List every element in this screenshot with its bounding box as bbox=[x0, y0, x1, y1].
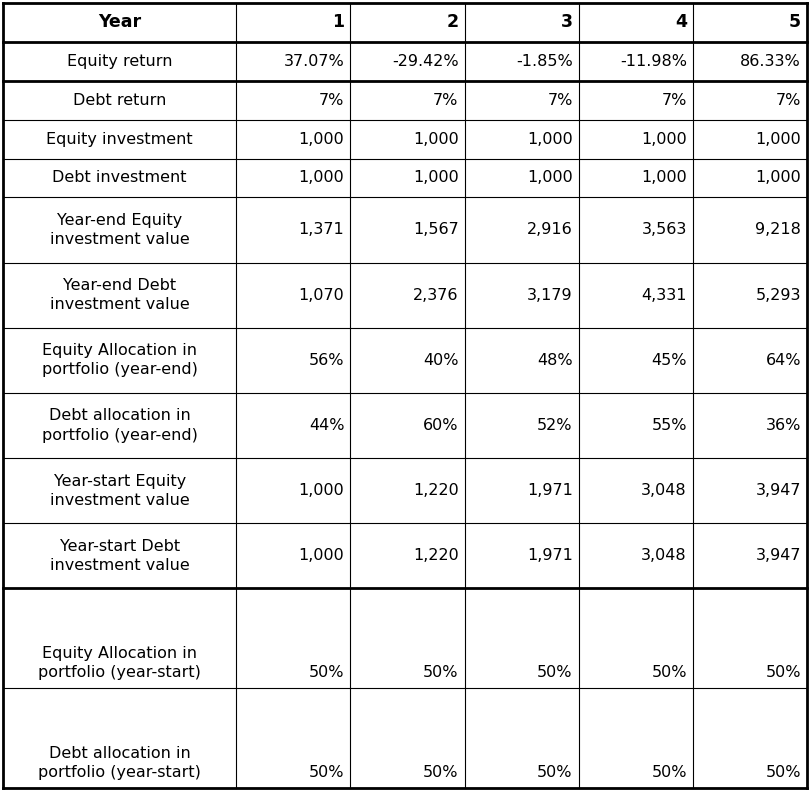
Text: -29.42%: -29.42% bbox=[392, 54, 458, 69]
Text: 1,000: 1,000 bbox=[641, 171, 687, 185]
Text: 50%: 50% bbox=[309, 765, 344, 780]
Text: 4,331: 4,331 bbox=[642, 288, 687, 303]
Text: 1,000: 1,000 bbox=[527, 131, 573, 146]
Text: 2: 2 bbox=[446, 13, 458, 32]
Text: 48%: 48% bbox=[537, 353, 573, 368]
Text: 3,947: 3,947 bbox=[756, 483, 801, 498]
Text: 5: 5 bbox=[789, 13, 801, 32]
Text: 1,000: 1,000 bbox=[299, 548, 344, 563]
Text: 1,070: 1,070 bbox=[299, 288, 344, 303]
Text: -11.98%: -11.98% bbox=[620, 54, 687, 69]
Text: 3: 3 bbox=[561, 13, 573, 32]
Text: 3,563: 3,563 bbox=[642, 222, 687, 237]
Text: 50%: 50% bbox=[765, 665, 801, 680]
Text: 3,947: 3,947 bbox=[756, 548, 801, 563]
Text: Equity Allocation in
portfolio (year-end): Equity Allocation in portfolio (year-end… bbox=[41, 343, 198, 377]
Text: Debt return: Debt return bbox=[73, 93, 166, 108]
Text: 1,371: 1,371 bbox=[299, 222, 344, 237]
Text: -1.85%: -1.85% bbox=[516, 54, 573, 69]
Text: 1,000: 1,000 bbox=[527, 171, 573, 185]
Text: Equity return: Equity return bbox=[67, 54, 173, 69]
Text: 7%: 7% bbox=[662, 93, 687, 108]
Text: 50%: 50% bbox=[651, 665, 687, 680]
Text: 1,971: 1,971 bbox=[526, 483, 573, 498]
Text: Year-start Equity
investment value: Year-start Equity investment value bbox=[49, 474, 190, 508]
Text: 1,000: 1,000 bbox=[755, 171, 801, 185]
Text: 7%: 7% bbox=[548, 93, 573, 108]
Text: 64%: 64% bbox=[765, 353, 801, 368]
Text: 44%: 44% bbox=[309, 418, 344, 433]
Text: 1,000: 1,000 bbox=[755, 131, 801, 146]
Text: 50%: 50% bbox=[537, 765, 573, 780]
Text: 7%: 7% bbox=[776, 93, 801, 108]
Text: 52%: 52% bbox=[537, 418, 573, 433]
Text: 1,567: 1,567 bbox=[413, 222, 458, 237]
Text: Year-end Equity
investment value: Year-end Equity investment value bbox=[49, 213, 190, 247]
Text: 86.33%: 86.33% bbox=[740, 54, 801, 69]
Text: 1: 1 bbox=[332, 13, 344, 32]
Text: 1,000: 1,000 bbox=[299, 171, 344, 185]
Text: 56%: 56% bbox=[309, 353, 344, 368]
Text: 50%: 50% bbox=[651, 765, 687, 780]
Text: 50%: 50% bbox=[537, 665, 573, 680]
Text: Debt investment: Debt investment bbox=[53, 171, 187, 185]
Text: Year-start Debt
investment value: Year-start Debt investment value bbox=[49, 539, 190, 573]
Text: 50%: 50% bbox=[309, 665, 344, 680]
Text: 40%: 40% bbox=[423, 353, 458, 368]
Text: 1,000: 1,000 bbox=[299, 131, 344, 146]
Text: Equity Allocation in
portfolio (year-start): Equity Allocation in portfolio (year-sta… bbox=[38, 646, 201, 680]
Text: 36%: 36% bbox=[765, 418, 801, 433]
Text: 50%: 50% bbox=[423, 665, 458, 680]
Text: Debt allocation in
portfolio (year-end): Debt allocation in portfolio (year-end) bbox=[41, 408, 198, 442]
Text: 9,218: 9,218 bbox=[755, 222, 801, 237]
Text: 55%: 55% bbox=[651, 418, 687, 433]
Text: 3,048: 3,048 bbox=[642, 548, 687, 563]
Text: Debt allocation in
portfolio (year-start): Debt allocation in portfolio (year-start… bbox=[38, 746, 201, 780]
Text: 1,220: 1,220 bbox=[413, 483, 458, 498]
Text: 1,000: 1,000 bbox=[413, 171, 458, 185]
Text: 60%: 60% bbox=[423, 418, 458, 433]
Text: 1,000: 1,000 bbox=[413, 131, 458, 146]
Text: 1,971: 1,971 bbox=[526, 548, 573, 563]
Text: 2,376: 2,376 bbox=[413, 288, 458, 303]
Text: 1,000: 1,000 bbox=[641, 131, 687, 146]
Text: 50%: 50% bbox=[765, 765, 801, 780]
Text: 5,293: 5,293 bbox=[756, 288, 801, 303]
Text: 1,000: 1,000 bbox=[299, 483, 344, 498]
Text: 1,220: 1,220 bbox=[413, 548, 458, 563]
Text: 37.07%: 37.07% bbox=[284, 54, 344, 69]
Text: Year: Year bbox=[98, 13, 141, 32]
Text: 3,048: 3,048 bbox=[642, 483, 687, 498]
Text: 2,916: 2,916 bbox=[527, 222, 573, 237]
Text: 3,179: 3,179 bbox=[527, 288, 573, 303]
Text: 7%: 7% bbox=[319, 93, 344, 108]
Text: Year-end Debt
investment value: Year-end Debt investment value bbox=[49, 278, 190, 312]
Text: 4: 4 bbox=[675, 13, 687, 32]
Text: Equity investment: Equity investment bbox=[46, 131, 193, 146]
Text: 45%: 45% bbox=[651, 353, 687, 368]
Text: 50%: 50% bbox=[423, 765, 458, 780]
Text: 7%: 7% bbox=[433, 93, 458, 108]
